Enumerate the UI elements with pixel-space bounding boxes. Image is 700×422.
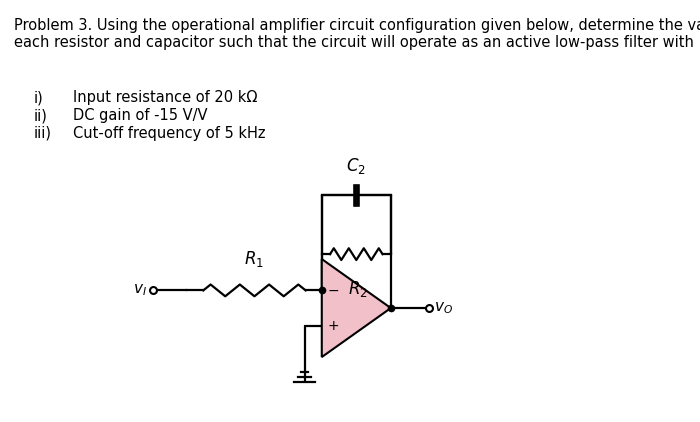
Polygon shape (322, 259, 391, 357)
Text: i): i) (33, 90, 43, 106)
Text: $R_2$: $R_2$ (348, 279, 368, 299)
Text: $v_I$: $v_I$ (133, 283, 147, 298)
Text: iii): iii) (33, 126, 51, 141)
Text: Input resistance of 20 kΩ: Input resistance of 20 kΩ (74, 90, 258, 106)
Text: −: − (328, 284, 339, 298)
Text: ii): ii) (33, 108, 47, 123)
Text: DC gain of -15 V/V: DC gain of -15 V/V (74, 108, 208, 123)
Text: $R_1$: $R_1$ (244, 249, 265, 269)
Text: Cut-off frequency of 5 kHz: Cut-off frequency of 5 kHz (74, 126, 266, 141)
Text: $v_O$: $v_O$ (434, 300, 454, 316)
Text: Problem 3. Using the operational amplifier circuit configuration given below, de: Problem 3. Using the operational amplifi… (14, 18, 700, 50)
Text: +: + (328, 319, 339, 333)
Text: $C_2$: $C_2$ (346, 156, 366, 176)
